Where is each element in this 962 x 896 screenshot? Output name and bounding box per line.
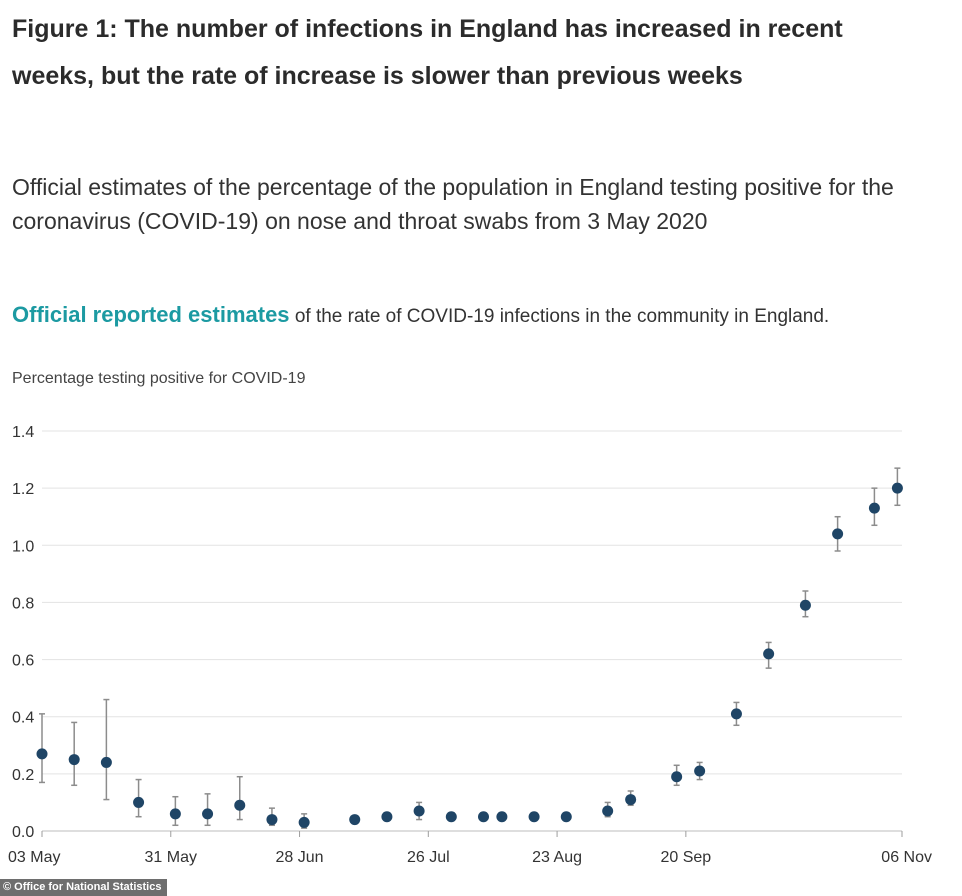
data-point[interactable]: [68, 754, 80, 766]
y-tick-label: 0.4: [12, 710, 34, 727]
data-point[interactable]: [169, 808, 181, 820]
data-point[interactable]: [560, 811, 572, 823]
data-point[interactable]: [445, 811, 457, 823]
y-tick-labels: 0.0 0.2 0.4 0.6 0.8 1.0 1.2 1.4: [12, 424, 34, 841]
x-tick-label: 26 Jul: [407, 849, 450, 866]
data-point[interactable]: [528, 811, 540, 823]
data-point[interactable]: [671, 771, 683, 783]
x-tick-label: 31 May: [145, 849, 197, 866]
chart-title: Figure 1: The number of infections in En…: [12, 15, 843, 90]
y-tick-label: 0.6: [12, 653, 34, 670]
error-bar: [236, 775, 243, 821]
credit-badge: © Office for National Statistics: [0, 879, 168, 896]
data-point[interactable]: [477, 811, 489, 823]
y-tick-label: 1.0: [12, 538, 34, 555]
data-point[interactable]: [694, 765, 706, 777]
data-points: [36, 482, 903, 828]
data-point[interactable]: [266, 814, 278, 826]
grid-layer: [41, 430, 903, 837]
x-tick-label: 20 Sep: [660, 849, 711, 866]
reported-estimates-link[interactable]: Official reported estimates: [12, 302, 290, 327]
data-point[interactable]: [496, 811, 508, 823]
x-tick-label: 06 Nov: [881, 849, 932, 866]
data-point[interactable]: [133, 796, 145, 808]
data-point[interactable]: [799, 599, 811, 611]
y-tick-label: 0.0: [12, 824, 34, 841]
data-point[interactable]: [36, 748, 48, 760]
error-bar: [39, 713, 45, 784]
x-tick-label: 28 Jun: [276, 849, 324, 866]
data-point[interactable]: [413, 805, 425, 817]
data-point[interactable]: [868, 502, 880, 514]
error-bar: [71, 721, 78, 787]
data-point[interactable]: [891, 482, 903, 494]
reported-estimates-line: Official reported estimates of the rate …: [12, 300, 957, 332]
y-tick-label: 1.2: [12, 481, 34, 498]
data-point[interactable]: [234, 799, 246, 811]
data-point[interactable]: [349, 814, 361, 826]
data-point[interactable]: [625, 794, 637, 806]
data-point[interactable]: [730, 708, 742, 720]
y-tick-label: 0.2: [12, 767, 34, 784]
y-tick-label: 1.4: [12, 424, 34, 441]
x-tick-labels: 03 May 31 May 28 Jun 26 Jul 23 Aug 20 Sep 06 N…: [8, 849, 932, 866]
y-tick-label: 0.8: [12, 595, 34, 612]
data-point[interactable]: [202, 808, 214, 820]
error-bar: [103, 698, 110, 801]
chart-subtitle: Official estimates of the percentage of …: [12, 174, 894, 234]
data-point[interactable]: [602, 805, 614, 817]
x-tick-label: 23 Aug: [532, 849, 582, 866]
data-point[interactable]: [100, 756, 112, 768]
x-tick-label: 03 May: [8, 849, 60, 866]
reported-estimates-text: of the rate of COVID-19 infections in th…: [289, 306, 830, 327]
data-point[interactable]: [763, 648, 775, 660]
data-point[interactable]: [832, 528, 844, 540]
data-point[interactable]: [381, 811, 393, 823]
data-point[interactable]: [298, 816, 310, 828]
y-axis-label: Percentage testing positive for COVID-19: [12, 370, 306, 387]
